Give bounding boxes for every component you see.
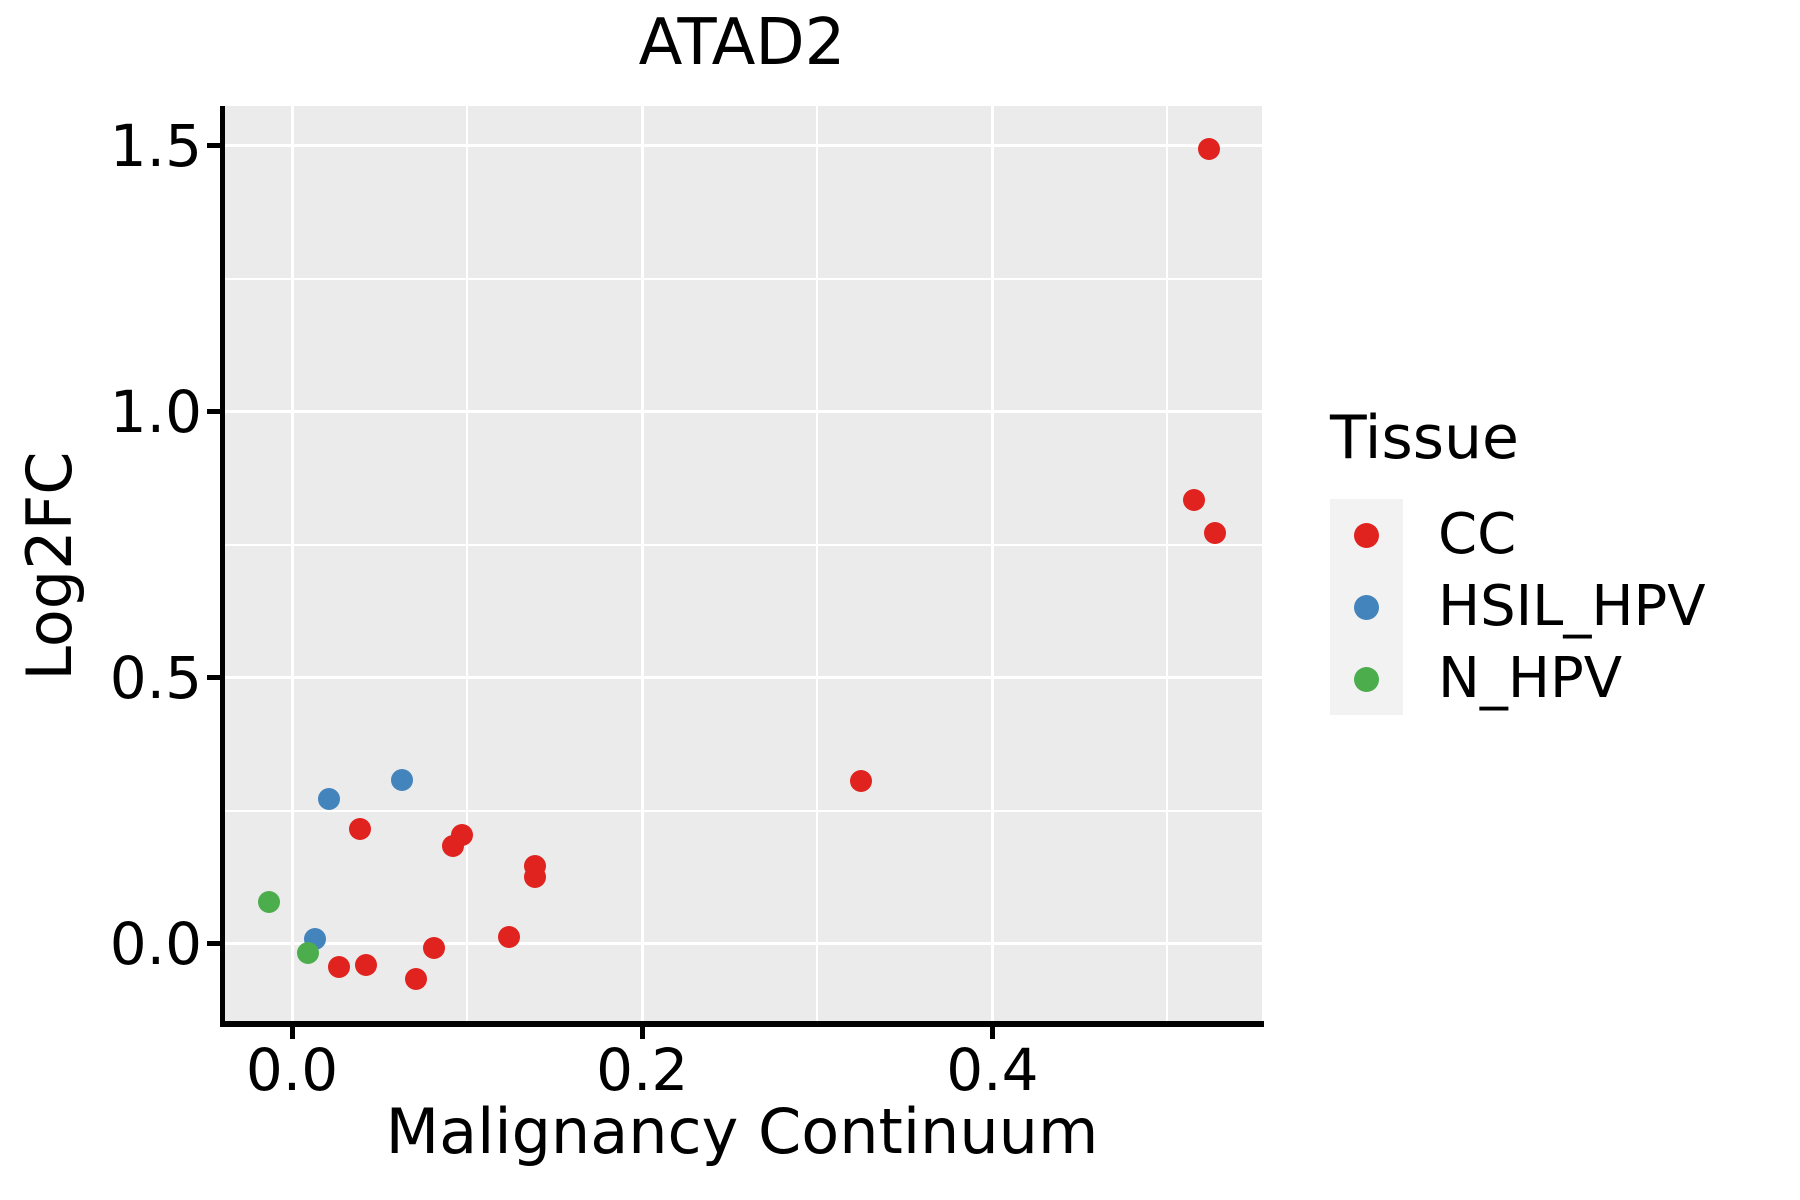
x-tick-mark <box>989 1027 995 1039</box>
legend-item-n_hpv: N_HPV <box>1330 643 1706 715</box>
y-tick-mark <box>207 941 220 947</box>
y-tick-label: 0.0 <box>109 909 202 978</box>
data-point-cc <box>1198 138 1221 161</box>
data-point-cc <box>1182 488 1205 511</box>
legend-dot-cc <box>1354 523 1379 548</box>
data-point-cc <box>850 770 873 793</box>
y-tick-label: 1.5 <box>109 111 202 180</box>
data-point-n_hpv <box>258 890 281 913</box>
y-major-gridline <box>222 942 1262 946</box>
y-tick-label: 0.5 <box>109 643 202 712</box>
data-point-cc <box>498 925 521 948</box>
data-point-cc <box>524 865 547 888</box>
x-tick-mark <box>639 1027 645 1039</box>
x-major-gridline <box>290 106 294 1021</box>
legend: Tissue CC HSIL_HPV N_HPV <box>1330 405 1706 715</box>
legend-title: Tissue <box>1330 403 1519 473</box>
x-minor-gridline <box>1166 106 1169 1021</box>
y-minor-gridline <box>222 809 1262 812</box>
y-minor-gridline <box>222 543 1262 546</box>
y-minor-gridline <box>222 277 1262 280</box>
data-point-cc <box>442 834 465 857</box>
data-point-cc <box>405 967 428 990</box>
legend-dot-hsil_hpv <box>1354 595 1379 620</box>
data-point-hsil_hpv <box>317 787 340 810</box>
legend-items: CC HSIL_HPV N_HPV <box>1330 499 1706 715</box>
x-axis-spine <box>220 1021 1264 1027</box>
y-axis-label: Log2FC <box>13 451 86 681</box>
x-tick-label: 0.2 <box>596 1036 689 1104</box>
legend-item-label: HSIL_HPV <box>1438 574 1706 639</box>
legend-key <box>1330 499 1403 571</box>
x-axis-label: Malignancy Continuum <box>385 1095 1099 1168</box>
x-tick-mark <box>289 1027 295 1039</box>
y-major-gridline <box>222 410 1262 414</box>
legend-key <box>1330 571 1403 643</box>
y-tick-mark <box>207 675 220 681</box>
legend-item-label: CC <box>1438 502 1517 567</box>
x-minor-gridline <box>466 106 469 1021</box>
data-point-cc <box>349 817 372 840</box>
legend-dot-n_hpv <box>1354 667 1379 692</box>
y-major-gridline <box>222 676 1262 680</box>
plot-area <box>222 106 1262 1021</box>
x-minor-gridline <box>816 106 819 1021</box>
y-axis-spine <box>220 106 225 1026</box>
x-major-gridline <box>640 106 644 1021</box>
legend-item-cc: CC <box>1330 499 1706 571</box>
legend-item-hsil_hpv: HSIL_HPV <box>1330 571 1706 643</box>
y-tick-label: 1.0 <box>109 377 202 446</box>
data-point-n_hpv <box>296 941 319 964</box>
x-tick-label: 0.4 <box>946 1036 1039 1104</box>
y-major-gridline <box>222 144 1262 148</box>
x-major-gridline <box>990 106 994 1021</box>
legend-item-label: N_HPV <box>1438 646 1623 711</box>
data-point-cc <box>422 937 445 960</box>
legend-key <box>1330 643 1403 715</box>
x-tick-label: 0.0 <box>245 1036 339 1104</box>
y-tick-mark <box>207 409 220 415</box>
data-point-hsil_hpv <box>391 769 414 791</box>
y-tick-mark <box>207 143 220 149</box>
data-point-cc <box>1203 521 1226 544</box>
chart-title: ATAD2 <box>638 6 846 80</box>
data-point-cc <box>328 955 351 978</box>
data-point-cc <box>354 953 377 976</box>
